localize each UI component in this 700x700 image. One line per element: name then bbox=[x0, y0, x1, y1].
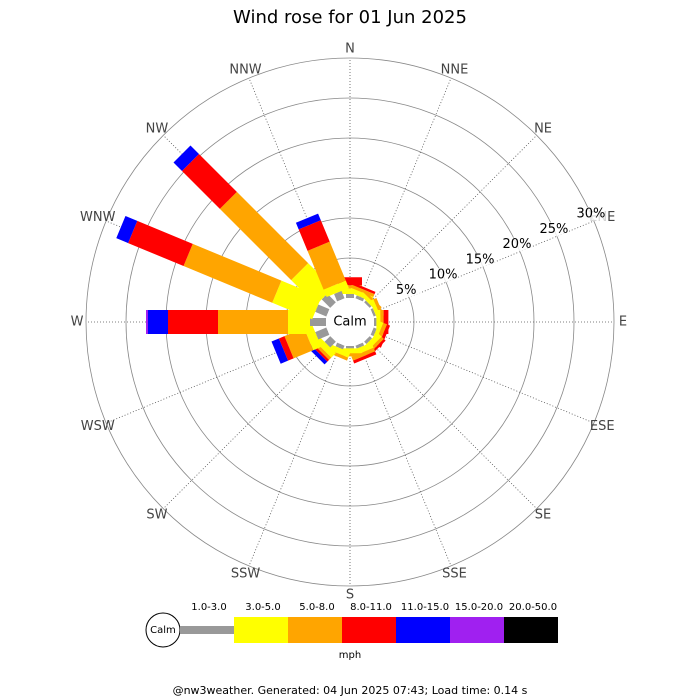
tick-label-bg bbox=[465, 252, 496, 267]
bar-segment bbox=[278, 336, 294, 361]
bar-segment bbox=[326, 343, 351, 358]
bar-segment bbox=[315, 327, 330, 340]
direction-label: WNW bbox=[80, 210, 116, 225]
bar-segment bbox=[128, 220, 193, 267]
bar-segment bbox=[364, 336, 373, 345]
bar-segment bbox=[116, 216, 138, 244]
direction-label: NW bbox=[146, 121, 169, 136]
legend-swatch bbox=[504, 617, 558, 643]
legend-label: 5.0-8.0 bbox=[299, 602, 334, 613]
r-tick-label: 5% bbox=[396, 283, 417, 298]
spoke bbox=[248, 344, 342, 567]
r-tick-label: 30% bbox=[576, 206, 605, 221]
direction-label: N bbox=[345, 42, 355, 57]
bar-segment bbox=[321, 293, 336, 308]
direction-label: S bbox=[346, 588, 354, 603]
spoke bbox=[358, 344, 452, 567]
direction-label: SW bbox=[146, 508, 167, 523]
legend-calm-label: Calm bbox=[150, 625, 176, 636]
bar-segment bbox=[355, 295, 365, 302]
bar-segment bbox=[310, 318, 326, 326]
bar-segment bbox=[219, 191, 309, 281]
tick-label-bg bbox=[538, 222, 569, 237]
r-tick-label: 15% bbox=[466, 252, 495, 267]
bar-segment bbox=[334, 290, 345, 302]
legend-label: 11.0-15.0 bbox=[401, 602, 449, 613]
bar-segment bbox=[183, 243, 282, 303]
spoke bbox=[358, 77, 452, 300]
direction-label: SE bbox=[535, 508, 551, 523]
bar-segment bbox=[323, 280, 349, 298]
bar-segment bbox=[355, 342, 365, 349]
legend-label: 3.0-5.0 bbox=[245, 602, 280, 613]
bar-segment bbox=[272, 280, 322, 320]
tick-label-bg bbox=[501, 237, 532, 252]
direction-label: SSE bbox=[442, 567, 467, 582]
bar-segment bbox=[307, 241, 346, 290]
bar-segment bbox=[352, 282, 376, 295]
direction-label: NNW bbox=[229, 62, 261, 77]
legend-label: 20.0-50.0 bbox=[509, 602, 557, 613]
tick-label-bg bbox=[575, 206, 606, 221]
legend-swatch bbox=[180, 626, 234, 634]
legend-label: 8.0-11.0 bbox=[350, 602, 392, 613]
legend-unit: mph bbox=[339, 650, 361, 661]
direction-label: ESE bbox=[590, 419, 615, 434]
calm-circle bbox=[328, 300, 372, 344]
bar-segment bbox=[168, 310, 218, 334]
grid-ring bbox=[85, 57, 615, 587]
bar-segment bbox=[173, 145, 199, 171]
bar-segment bbox=[284, 328, 314, 359]
legend-label: 15.0-20.0 bbox=[455, 602, 503, 613]
bar-segment bbox=[298, 220, 330, 251]
bar-segment bbox=[351, 347, 376, 361]
tick-label-bg bbox=[428, 268, 459, 283]
bar-segment bbox=[374, 318, 377, 326]
bar-segment bbox=[271, 338, 289, 364]
direction-label: WSW bbox=[81, 419, 115, 434]
footer: @nw3weather. Generated: 04 Jun 2025 07:4… bbox=[173, 684, 528, 697]
bar-segment bbox=[315, 304, 330, 317]
bar-segment bbox=[346, 294, 354, 298]
direction-label: NE bbox=[534, 121, 552, 136]
legend-swatch bbox=[450, 617, 504, 643]
bar-segment bbox=[146, 310, 148, 334]
legend-swatch bbox=[234, 617, 288, 643]
bar-segment bbox=[218, 310, 288, 334]
legend-label: 1.0-3.0 bbox=[191, 602, 226, 613]
legend-swatch bbox=[396, 617, 450, 643]
bar-segment bbox=[324, 336, 336, 348]
bar-segment bbox=[116, 216, 126, 239]
chart-title: Wind rose for 01 Jun 2025 bbox=[233, 7, 467, 28]
spoke bbox=[366, 338, 537, 509]
bar-segment bbox=[364, 300, 372, 308]
spoke bbox=[372, 330, 595, 424]
r-tick-label: 10% bbox=[429, 268, 458, 283]
bar-segment bbox=[351, 284, 375, 298]
spoke bbox=[366, 135, 537, 306]
r-tick-label: 25% bbox=[539, 222, 568, 237]
bar-segment bbox=[346, 346, 354, 349]
direction-label: NNE bbox=[441, 62, 469, 77]
bar-segment bbox=[148, 310, 168, 334]
bar-segment bbox=[295, 213, 321, 230]
bar-segment bbox=[291, 263, 334, 306]
grid-ring bbox=[125, 97, 575, 547]
direction-label: SSW bbox=[231, 567, 261, 582]
spoke bbox=[163, 338, 334, 509]
r-tick-label: 20% bbox=[503, 237, 532, 252]
bar-segment bbox=[181, 153, 237, 209]
direction-label: E bbox=[619, 315, 627, 330]
bar-segment bbox=[314, 336, 336, 358]
legend-swatch bbox=[288, 617, 342, 643]
bar-segment bbox=[370, 327, 377, 337]
bar-segment bbox=[335, 342, 345, 350]
bar-segment bbox=[352, 351, 377, 364]
legend-swatch bbox=[342, 617, 396, 643]
direction-label: W bbox=[71, 315, 84, 330]
bar-segment bbox=[370, 308, 376, 317]
calm-label: Calm bbox=[333, 315, 366, 330]
tick-label-bg bbox=[391, 283, 422, 298]
